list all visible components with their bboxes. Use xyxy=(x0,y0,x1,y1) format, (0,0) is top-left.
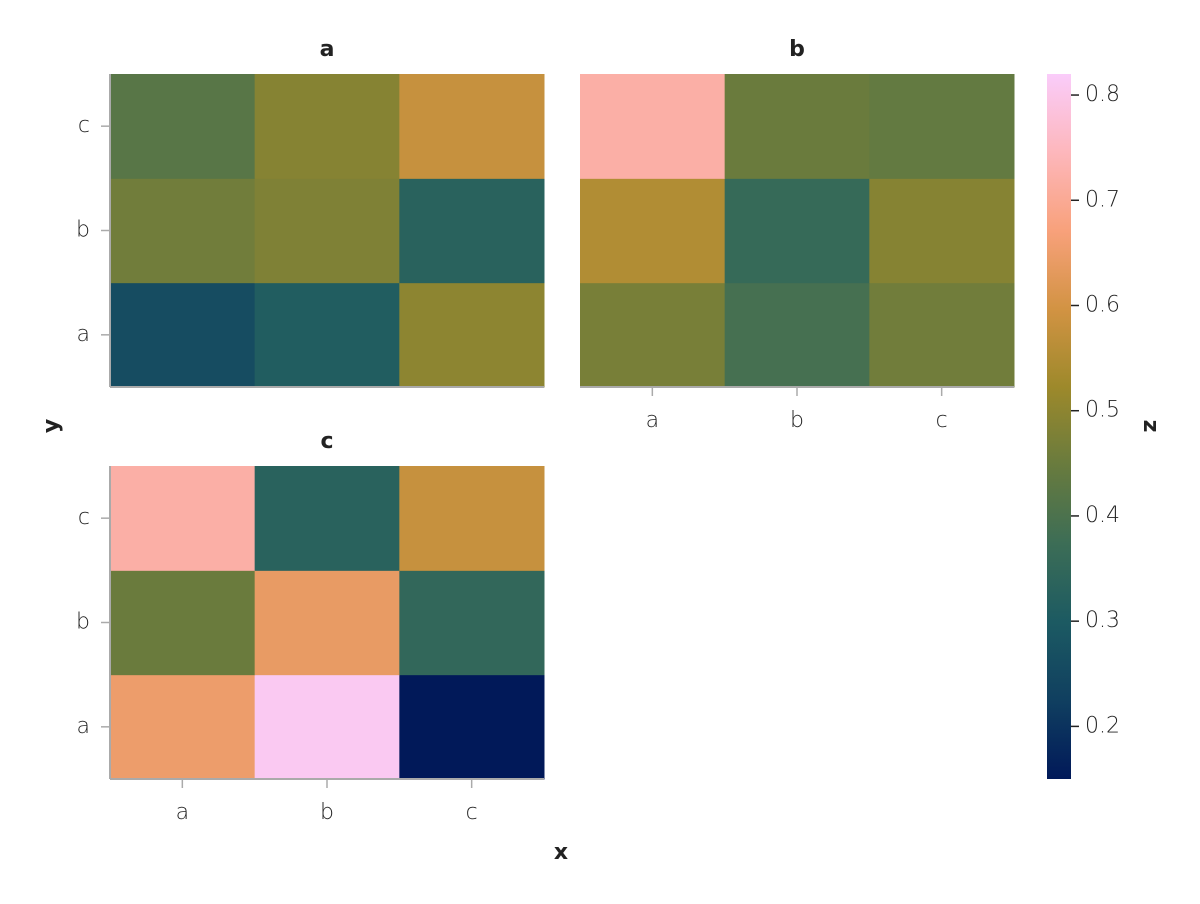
colorbar-tick-label: 0.5 xyxy=(1085,398,1120,423)
heatmap-cell xyxy=(724,74,870,179)
colorbar-tick-label: 0.7 xyxy=(1085,187,1120,212)
heatmap-cell xyxy=(254,178,400,284)
x-tick-label: b xyxy=(790,408,804,433)
colorbar-label: z xyxy=(1138,420,1163,433)
y-tick-label: a xyxy=(77,322,90,347)
heatmap-cell xyxy=(724,282,870,388)
heatmap-cell xyxy=(869,74,1015,179)
heatmap-cell xyxy=(399,74,545,179)
y-tick-label: b xyxy=(76,218,90,243)
heatmap-cell xyxy=(110,74,256,179)
y-tick-label: c xyxy=(78,113,90,138)
heatmap-cell xyxy=(580,282,726,388)
x-axis-label: x xyxy=(554,840,568,865)
y-tick-label: a xyxy=(77,714,90,739)
heatmap-cell xyxy=(254,674,400,780)
y-axis-label: y xyxy=(39,419,64,433)
panel-title: b xyxy=(789,37,805,62)
heatmap-cell xyxy=(399,282,545,388)
colorbar xyxy=(1047,74,1071,779)
colorbar-tick-label: 0.3 xyxy=(1085,608,1120,633)
heatmap-cell xyxy=(869,282,1015,388)
heatmap-cell xyxy=(869,178,1015,284)
heatmap-cell xyxy=(399,674,545,780)
y-tick-label: c xyxy=(78,505,90,530)
heatmap-cell xyxy=(110,674,256,780)
heatmap-cell xyxy=(110,466,256,571)
x-tick-label: a xyxy=(646,408,659,433)
heatmap-cell xyxy=(580,178,726,284)
heatmap-cell xyxy=(399,466,545,571)
colorbar-tick-label: 0.8 xyxy=(1085,82,1120,107)
panel-title: a xyxy=(320,37,335,62)
x-tick-label: c xyxy=(936,408,948,433)
heatmap-cell xyxy=(110,570,256,676)
heatmap-cell xyxy=(254,570,400,676)
heatmap-cell xyxy=(399,178,545,284)
y-tick-label: b xyxy=(76,610,90,635)
heatmap-cell xyxy=(580,74,726,179)
colorbar-tick-label: 0.2 xyxy=(1085,713,1120,738)
x-tick-label: c xyxy=(466,800,478,825)
heatmap-cell xyxy=(110,282,256,388)
colorbar-tick-label: 0.4 xyxy=(1085,503,1120,528)
heatmap-cell xyxy=(724,178,870,284)
heatmap-cell xyxy=(110,178,256,284)
panel-title: c xyxy=(320,429,333,454)
heatmap-cell xyxy=(254,74,400,179)
heatmap-cell xyxy=(254,466,400,571)
x-tick-label: a xyxy=(176,800,189,825)
colorbar-tick-label: 0.6 xyxy=(1085,292,1120,317)
heatmap-cell xyxy=(399,570,545,676)
heatmap-cell xyxy=(254,282,400,388)
x-tick-label: b xyxy=(320,800,334,825)
